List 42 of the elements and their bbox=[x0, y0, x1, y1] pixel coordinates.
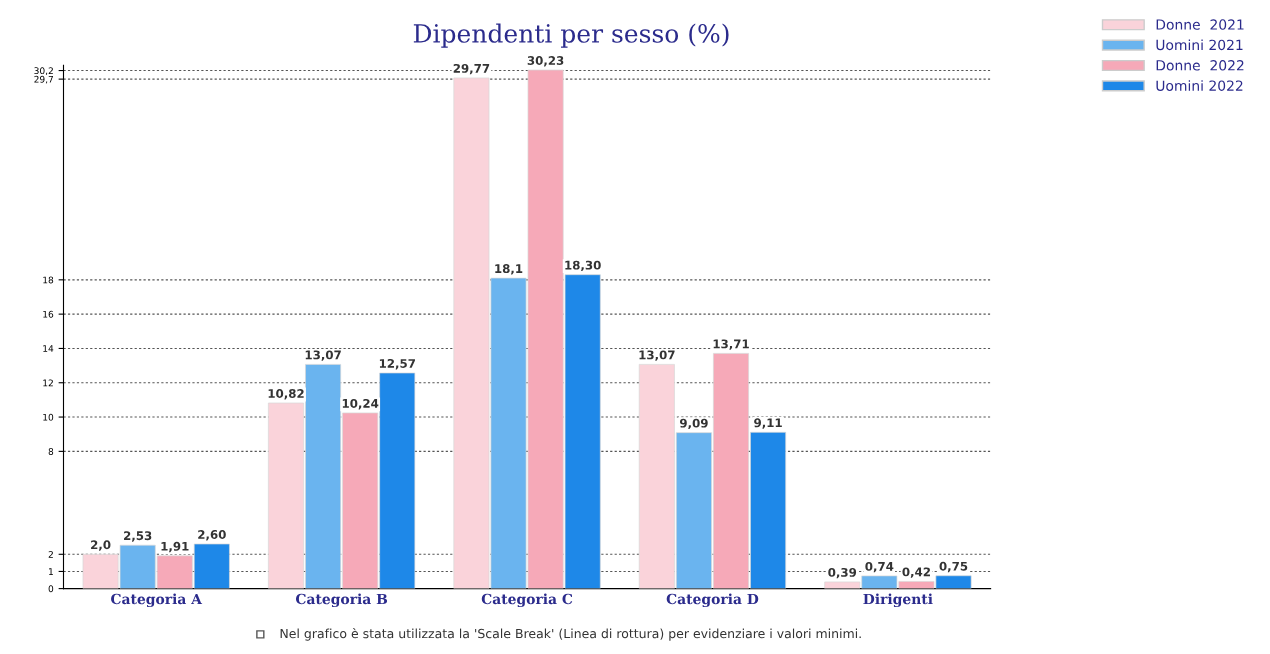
data-label: 9,11 bbox=[754, 418, 782, 429]
data-label: 9,09 bbox=[679, 418, 708, 430]
legend-label: Donne 2022 bbox=[1156, 60, 1244, 71]
data-label: 18,1 bbox=[495, 264, 523, 275]
data-label: 30,23 bbox=[527, 56, 564, 67]
data-label: 0,74 bbox=[865, 561, 894, 573]
y-tick-label: 12 bbox=[43, 379, 53, 387]
data-label: 10,82 bbox=[268, 389, 304, 400]
x-tick-label: Categoria D bbox=[666, 593, 759, 608]
data-label: 18,30 bbox=[565, 260, 601, 272]
data-label: 29,77 bbox=[453, 63, 490, 75]
data-label: 0,75 bbox=[939, 561, 968, 573]
chart-title: Dipendenti per sesso (%) bbox=[413, 23, 729, 48]
legend-label: Uomini 2022 bbox=[1156, 80, 1243, 91]
legend-label: Uomini 2021 bbox=[1156, 39, 1243, 51]
y-tick-label: 8 bbox=[48, 448, 54, 455]
x-tick-label: Categoria B bbox=[295, 593, 388, 608]
data-label: 0,42 bbox=[902, 567, 930, 578]
y-tick-label: 14 bbox=[43, 345, 54, 352]
y-tick-label: 1 bbox=[49, 568, 53, 575]
y-tick-label: 30,2 bbox=[34, 67, 53, 76]
data-label: 10,24 bbox=[342, 398, 379, 410]
y-tick-label: 16 bbox=[43, 310, 54, 318]
x-tick-label: Dirigenti bbox=[863, 593, 933, 608]
y-tick-label: 2 bbox=[48, 551, 53, 558]
data-label: 13,07 bbox=[305, 350, 341, 361]
y-tick-label: 10 bbox=[43, 413, 54, 421]
y-tick-label: 29,7 bbox=[34, 75, 54, 84]
data-label: 13,07 bbox=[639, 350, 675, 361]
data-label: 1,91 bbox=[161, 541, 189, 553]
data-label: 2,53 bbox=[124, 531, 152, 542]
data-label: 2,0 bbox=[91, 540, 111, 551]
data-label: 2,60 bbox=[198, 530, 226, 541]
y-tick-label: 18 bbox=[43, 276, 54, 284]
data-label: 12,57 bbox=[379, 358, 415, 370]
data-label: 13,71 bbox=[713, 339, 749, 350]
y-tick-label: 0 bbox=[48, 585, 54, 593]
x-tick-label: Categoria A bbox=[111, 593, 203, 608]
x-tick-label: Categoria C bbox=[481, 593, 573, 608]
legend-label: Donne 2021 bbox=[1156, 19, 1244, 30]
data-label: 0,39 bbox=[828, 567, 857, 579]
text: Nel grafico è stata utilizzata la 'Scale Break' (Linea di rottura) per evidenziare i valori minimi. bbox=[280, 628, 861, 641]
